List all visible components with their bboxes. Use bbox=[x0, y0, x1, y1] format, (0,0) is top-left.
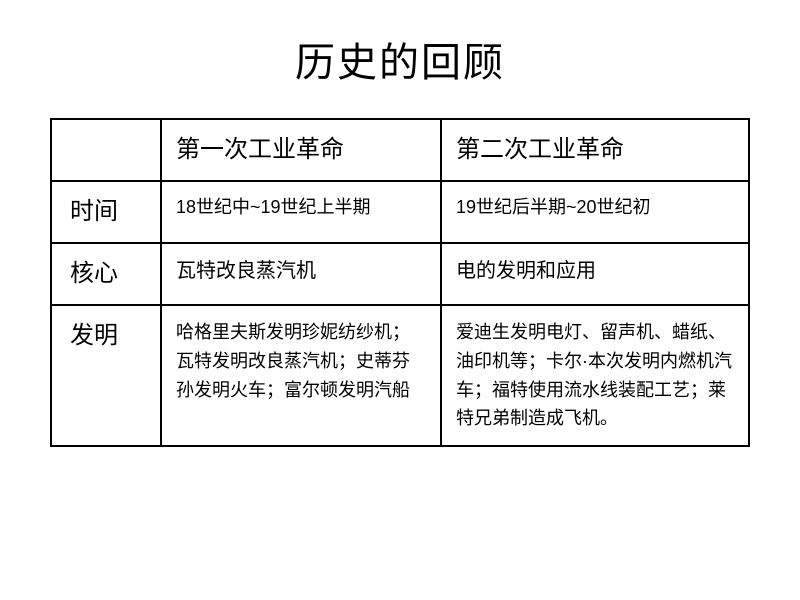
slide-container: 历史的回顾 第一次工业革命 第二次工业革命 时间 18世纪中~19世纪上半期 1… bbox=[0, 0, 800, 600]
time-first-cell: 18世纪中~19世纪上半期 bbox=[161, 181, 441, 243]
table-row-core: 核心 瓦特改良蒸汽机 电的发明和应用 bbox=[51, 243, 749, 305]
time-second-cell: 19世纪后半期~20世纪初 bbox=[441, 181, 749, 243]
header-first-revolution: 第一次工业革命 bbox=[161, 119, 441, 181]
row-label-invention: 发明 bbox=[51, 305, 161, 446]
core-second-cell: 电的发明和应用 bbox=[441, 243, 749, 305]
table-row-invention: 发明 哈格里夫斯发明珍妮纺纱机；瓦特发明改良蒸汽机；史蒂芬孙发明火车；富尔顿发明… bbox=[51, 305, 749, 446]
invention-first-cell: 哈格里夫斯发明珍妮纺纱机；瓦特发明改良蒸汽机；史蒂芬孙发明火车；富尔顿发明汽船 bbox=[161, 305, 441, 446]
core-first-cell: 瓦特改良蒸汽机 bbox=[161, 243, 441, 305]
table-row-time: 时间 18世纪中~19世纪上半期 19世纪后半期~20世纪初 bbox=[51, 181, 749, 243]
row-label-core: 核心 bbox=[51, 243, 161, 305]
invention-second-cell: 爱迪生发明电灯、留声机、蜡纸、油印机等；卡尔·本次发明内燃机汽车；福特使用流水线… bbox=[441, 305, 749, 446]
row-label-time: 时间 bbox=[51, 181, 161, 243]
header-second-revolution: 第二次工业革命 bbox=[441, 119, 749, 181]
page-title: 历史的回顾 bbox=[50, 30, 750, 88]
history-table: 第一次工业革命 第二次工业革命 时间 18世纪中~19世纪上半期 19世纪后半期… bbox=[50, 118, 750, 447]
table-header-row: 第一次工业革命 第二次工业革命 bbox=[51, 119, 749, 181]
header-blank-cell bbox=[51, 119, 161, 181]
